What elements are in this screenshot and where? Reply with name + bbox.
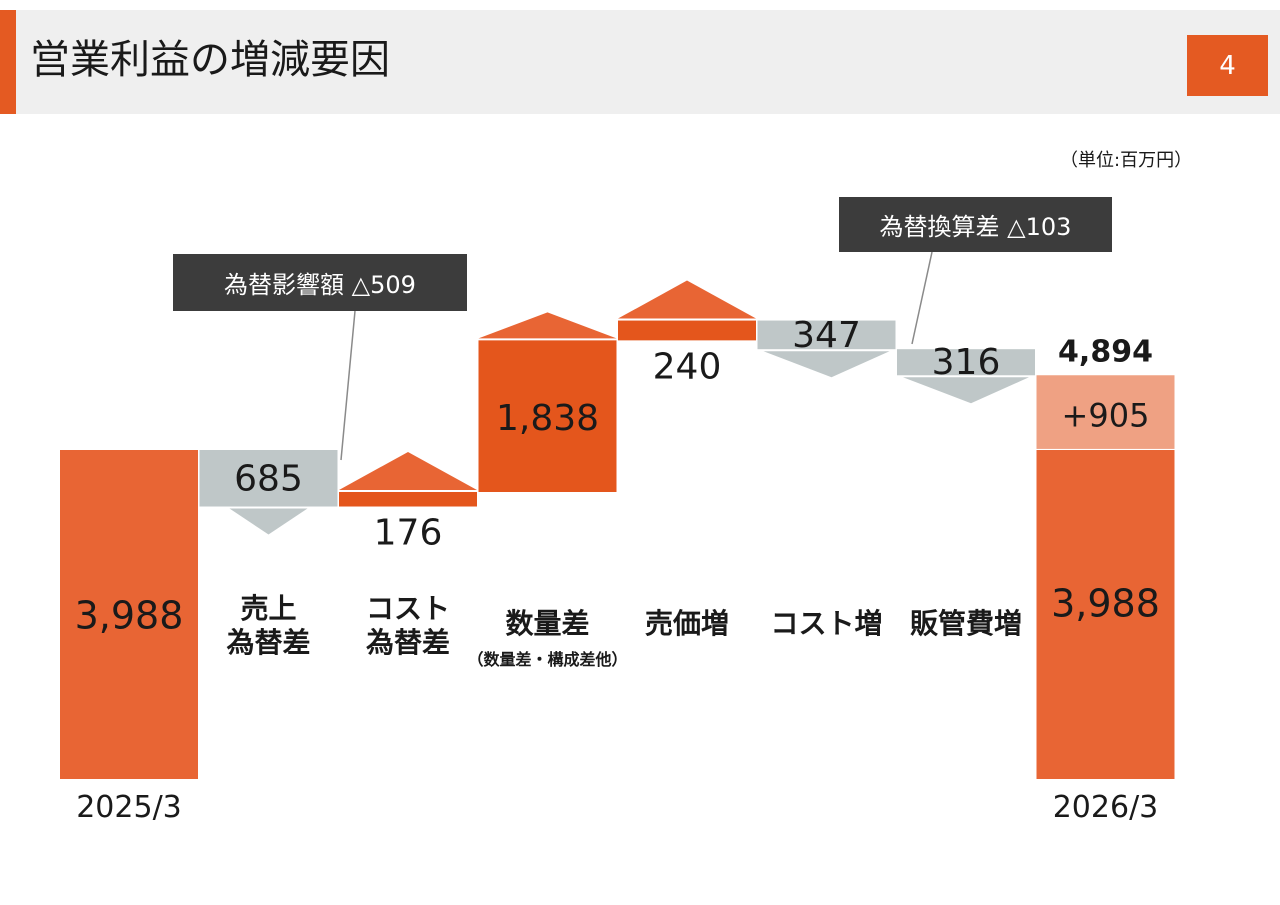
page-title: 営業利益の増減要因 [30, 37, 390, 83]
bar-value-label-3: 1,838 [496, 398, 599, 439]
header-bar: 営業利益の増減要因 4 [0, 10, 1280, 114]
bar-value-label-4: 240 [653, 346, 722, 387]
category-label-1-line2: 為替差 [226, 626, 310, 659]
bar-2 [339, 491, 477, 507]
increase-arrow-3 [478, 312, 617, 339]
decrease-arrow-5 [763, 351, 890, 378]
decrease-arrow-6 [903, 377, 1029, 404]
category-label-3: 数量差 [505, 607, 589, 640]
category-label-4: 売価増 [645, 607, 729, 640]
bar-value-label-0: 3,988 [75, 594, 184, 638]
bar-7-growth [1036, 375, 1175, 449]
bar-6 [897, 349, 1035, 376]
category-label-6: 販管費増 [910, 607, 1022, 640]
category-label-2-line1: コスト [366, 592, 450, 625]
page-number-badge: 4 [1187, 35, 1268, 96]
category-label-1-line1: 売上 [240, 592, 296, 625]
bar-0 [60, 450, 198, 779]
unit-label: （単位:百万円） [1060, 150, 1193, 171]
category-label-0: 2025/3 [76, 790, 182, 825]
category-label-5: コスト増 [770, 607, 882, 640]
bar-1 [199, 450, 338, 507]
bar-value-label-6: 316 [932, 342, 1001, 383]
bar-value-label-5: 347 [792, 315, 861, 356]
bar-value-label-2: 176 [374, 513, 443, 554]
bar-3 [478, 340, 617, 492]
category-label-2-line2: 為替差 [366, 626, 450, 659]
fx-impact-leader-line [340, 310, 356, 461]
bar-value-label-1: 685 [234, 458, 303, 499]
bar-value-label-7-growth: +905 [1062, 397, 1150, 435]
header-accent-strip [0, 10, 16, 114]
increase-arrow-2 [339, 451, 477, 490]
bar-5 [757, 320, 896, 350]
translation-diff-leader-line [911, 251, 933, 345]
category-label-7: 2026/3 [1053, 790, 1159, 825]
fx-impact-callout: 為替影響額 △509 [173, 254, 467, 311]
increase-arrow-4 [618, 280, 756, 319]
bar-value-label-7-base: 3,988 [1051, 582, 1160, 626]
category-sublabel-3: （数量差・構成差他） [467, 650, 627, 669]
bar-7-base [1036, 450, 1175, 779]
decrease-arrow-1 [229, 508, 308, 535]
translation-diff-callout: 為替換算差 △103 [839, 197, 1112, 252]
bar-value-label-7-total: 4,894 [1058, 334, 1153, 369]
bar-4 [618, 320, 756, 341]
